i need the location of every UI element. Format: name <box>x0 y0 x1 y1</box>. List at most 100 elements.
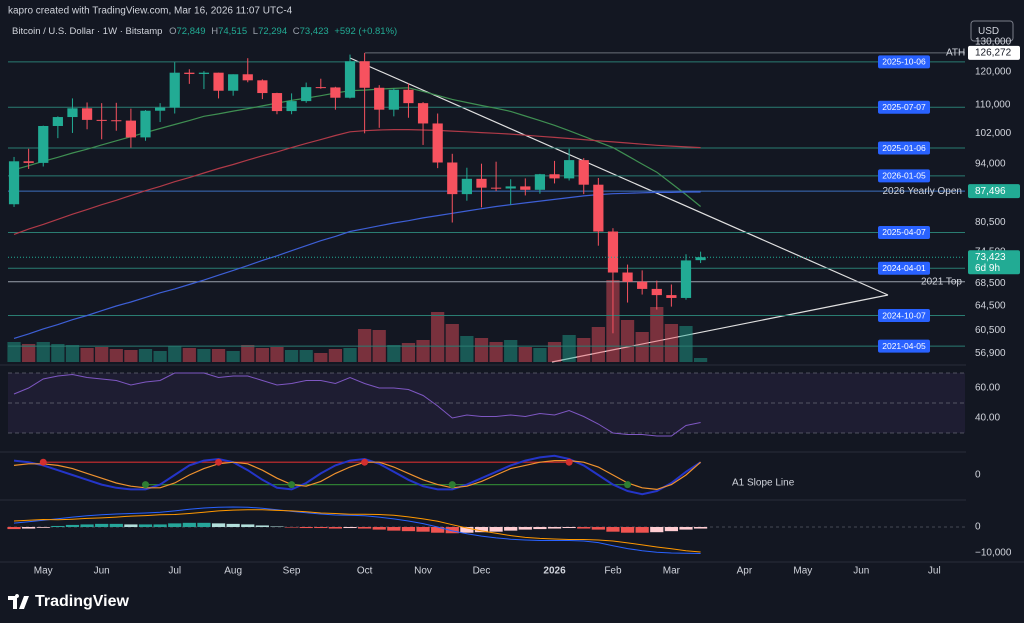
volume-bar <box>533 348 547 362</box>
candle-body <box>607 231 619 273</box>
level-label-box <box>878 141 930 155</box>
price-label: 73,423 <box>975 252 1006 263</box>
volume-bar <box>314 353 328 362</box>
volume-bar <box>109 349 123 362</box>
ohlc-letter: H <box>211 26 218 37</box>
volume-bar <box>489 342 503 362</box>
volume-bar <box>518 347 532 362</box>
volume-bar <box>51 344 65 362</box>
ath-label: ATH <box>946 48 965 59</box>
histogram-bar <box>328 527 343 529</box>
price-label: 87,496 <box>975 186 1006 197</box>
histogram-bar <box>591 527 605 530</box>
volume-bar <box>168 346 182 362</box>
candle-body <box>388 89 399 110</box>
candle-body <box>622 272 633 282</box>
ohlc-letter: L <box>253 26 258 37</box>
histogram-bar <box>358 527 372 529</box>
histogram-bar <box>620 527 635 533</box>
candle-body <box>447 162 458 195</box>
candle-body <box>564 160 575 179</box>
candle-body <box>330 87 341 98</box>
y-tick-label: 130,000 <box>975 37 1012 48</box>
y-tick-label: 56,900 <box>975 348 1006 359</box>
ohlc-value: 73,423 <box>300 26 329 37</box>
histogram-bar <box>635 527 649 533</box>
ohlc-value: 72,294 <box>258 26 287 37</box>
level-label-box <box>878 169 930 183</box>
signal-dot <box>288 481 296 489</box>
ohlc-letter: C <box>293 26 300 37</box>
histogram-bar <box>504 527 518 531</box>
price-label-box <box>968 184 1020 199</box>
histogram-bar <box>80 524 94 528</box>
histogram-bar <box>153 524 167 528</box>
volume-bar <box>387 345 401 362</box>
candle-body <box>8 161 20 205</box>
y-tick-label: 0 <box>975 522 981 533</box>
volume-bar <box>650 307 664 362</box>
histogram-bar <box>314 527 328 529</box>
rsi-line <box>13 372 701 437</box>
histogram-bar <box>460 527 474 533</box>
histogram-bar <box>299 527 313 529</box>
y-tick-label: 60.00 <box>975 383 1000 394</box>
price-label-box <box>968 45 1020 60</box>
x-tick-label: Mar <box>663 566 681 577</box>
histogram-bar <box>562 527 576 529</box>
currency-box[interactable] <box>970 20 1014 42</box>
candle-body <box>315 87 326 89</box>
volume-bar <box>95 347 109 362</box>
histogram-bar <box>65 524 80 528</box>
candle-body <box>359 61 370 88</box>
candle-body <box>417 103 429 124</box>
volume-bar <box>679 326 693 362</box>
level-label: 2026-01-05 <box>882 171 926 181</box>
candle-body <box>198 72 210 74</box>
histogram-bar <box>284 527 299 528</box>
signal-dot <box>565 458 573 466</box>
candle-body <box>344 61 356 98</box>
volume-bar <box>197 349 211 362</box>
volume-bar <box>65 345 80 362</box>
signal-dot <box>215 458 223 466</box>
candle-body <box>374 87 385 110</box>
histogram-bar <box>168 523 182 528</box>
candle-body <box>140 110 151 138</box>
countdown: 6d 9h <box>975 263 1000 274</box>
currency-button[interactable]: USD <box>970 20 1014 42</box>
candle-body <box>23 161 34 163</box>
histogram-bar <box>211 523 226 528</box>
histogram-bar <box>197 522 211 528</box>
y-tick-label: 0 <box>975 470 981 481</box>
volume-bar <box>343 348 357 362</box>
credit: kapro created with TradingView.com, Mar … <box>8 6 293 17</box>
volume-bar <box>401 343 416 362</box>
histogram-bar <box>533 527 547 530</box>
level-label-box <box>878 309 930 323</box>
histogram-bar <box>547 527 562 529</box>
level-label: 2025-07-07 <box>882 102 926 112</box>
candle-body <box>534 174 546 190</box>
volume-bar <box>22 344 36 362</box>
x-tick-label: 2026 <box>543 566 566 577</box>
currency[interactable]: USD <box>978 26 999 37</box>
candle-body <box>403 89 414 104</box>
level-label: 2025-01-06 <box>882 143 926 153</box>
histogram-bar <box>343 527 357 529</box>
level-label: 2024-04-01 <box>882 263 926 273</box>
y-tick-label: 64,500 <box>975 301 1006 312</box>
candle-body <box>666 295 677 298</box>
candle-body <box>505 186 516 189</box>
histogram-bar <box>474 527 489 533</box>
volume-bar <box>635 332 649 362</box>
volume-bar <box>226 351 240 362</box>
histogram-bar <box>489 527 503 532</box>
histogram-bar <box>416 527 430 532</box>
volume-bar <box>284 350 299 362</box>
level-label-box <box>878 225 930 239</box>
volume-bar <box>416 340 430 362</box>
histogram-bar <box>664 527 678 532</box>
histogram-bar <box>518 527 532 530</box>
